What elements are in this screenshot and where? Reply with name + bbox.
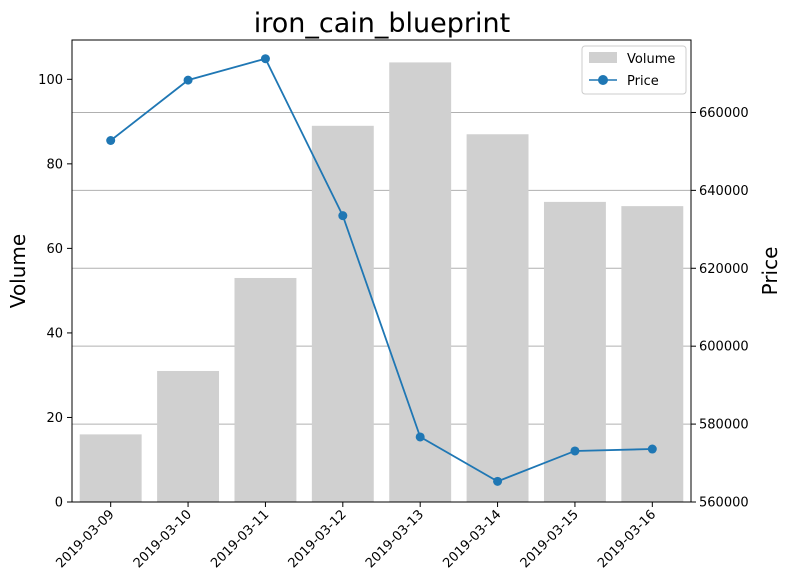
volume-bar bbox=[157, 370, 220, 502]
legend-price-swatch-marker bbox=[598, 75, 608, 85]
volume-bar bbox=[311, 125, 374, 503]
volume-bar bbox=[234, 277, 297, 502]
y2-axis-title: Price bbox=[758, 247, 782, 296]
volume-bar bbox=[621, 206, 684, 502]
y-axis-left: 0 20 40 60 80 100 bbox=[38, 73, 72, 511]
chart-title: iron_cain_blueprint bbox=[254, 8, 510, 39]
y-tick-label: 60 bbox=[46, 242, 63, 257]
volume-bars bbox=[79, 62, 684, 503]
y-tick-label: 80 bbox=[46, 157, 63, 172]
x-tick-label: 2019-03-11 bbox=[208, 507, 272, 571]
price-point bbox=[338, 211, 348, 221]
y-tick-label: 40 bbox=[46, 326, 63, 341]
y2-tick-label: 620000 bbox=[699, 262, 749, 277]
y-tick-label: 20 bbox=[46, 411, 63, 426]
x-tick-label: 2019-03-10 bbox=[131, 507, 195, 571]
x-tick-label: 2019-03-13 bbox=[363, 507, 427, 571]
price-line-path bbox=[110, 57, 653, 483]
x-tick-label: 2019-03-12 bbox=[286, 507, 350, 571]
legend-price-label: Price bbox=[627, 74, 659, 89]
volume-bar bbox=[466, 134, 529, 503]
volume-bar bbox=[543, 201, 606, 503]
y2-tick-label: 640000 bbox=[699, 184, 749, 199]
x-tick-label: 2019-03-14 bbox=[440, 507, 504, 571]
x-axis: 2019-03-09 2019-03-10 2019-03-11 2019-03-12… bbox=[53, 502, 659, 571]
price-point bbox=[570, 446, 580, 456]
price-point bbox=[493, 476, 503, 486]
price-point bbox=[647, 444, 657, 454]
volume-bar bbox=[79, 434, 142, 502]
plot-frame bbox=[71, 39, 692, 503]
x-tick-label: 2019-03-09 bbox=[53, 507, 117, 571]
y2-tick-label: 660000 bbox=[699, 106, 749, 121]
price-point bbox=[260, 54, 270, 64]
y-axis-title: Volume bbox=[6, 234, 30, 308]
y2-tick-label: 600000 bbox=[699, 340, 749, 355]
legend-volume-swatch bbox=[589, 52, 617, 63]
legend-volume-label: Volume bbox=[627, 52, 675, 67]
y-tick-label: 100 bbox=[38, 73, 63, 88]
y2-tick-label: 560000 bbox=[699, 496, 749, 511]
price-point bbox=[106, 136, 116, 146]
y-tick-label: 0 bbox=[55, 496, 63, 511]
price-point bbox=[415, 432, 425, 442]
price-line bbox=[106, 54, 657, 486]
y2-tick-label: 580000 bbox=[699, 418, 749, 433]
legend: Volume Price bbox=[581, 45, 687, 95]
y-axis-right: 560000 580000 600000 620000 640000 660000 bbox=[691, 106, 749, 511]
volume-bar bbox=[389, 62, 452, 503]
x-tick-label: 2019-03-16 bbox=[595, 507, 659, 571]
x-tick-label: 2019-03-15 bbox=[518, 507, 582, 571]
price-point bbox=[183, 75, 193, 85]
